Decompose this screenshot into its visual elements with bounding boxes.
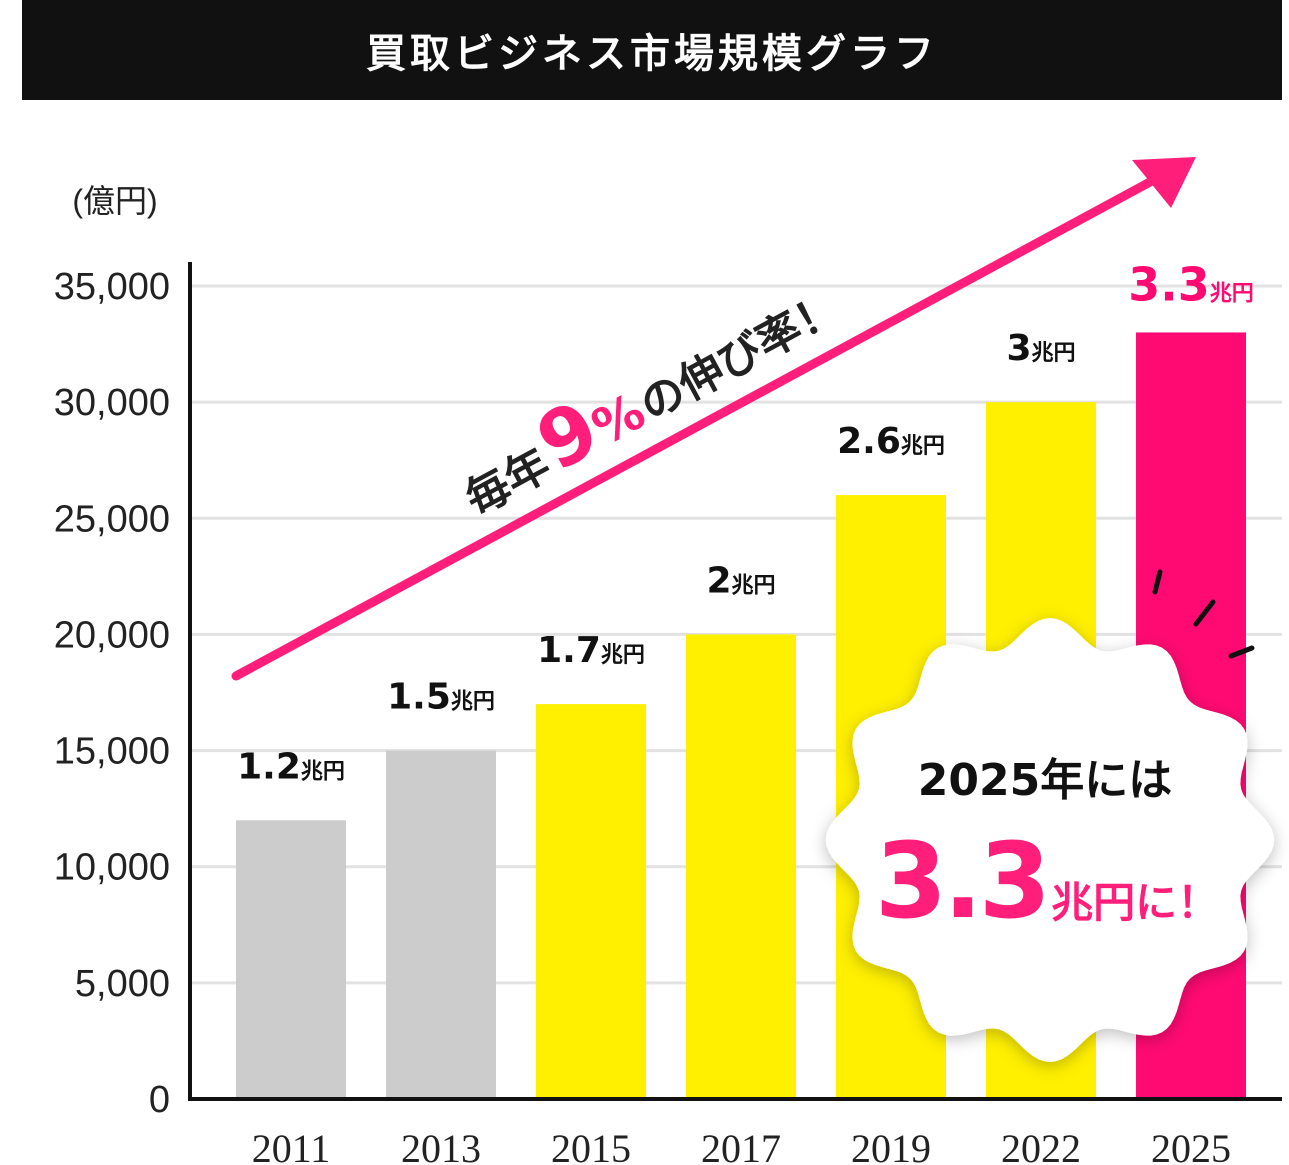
y-tick-label: 25,000 (54, 498, 170, 540)
trend-suffix: の伸び率！ (631, 282, 849, 431)
y-tick-label: 15,000 (54, 731, 170, 773)
bar (686, 634, 796, 1099)
value-label-unit: 兆円 (451, 690, 495, 715)
value-label-unit: 兆円 (301, 759, 345, 784)
value-label-unit: 兆円 (1210, 281, 1254, 306)
y-tick-label: 35,000 (54, 266, 170, 308)
y-tick-label: 5,000 (75, 963, 170, 1005)
trend-arrow-line (231, 177, 1155, 681)
value-label-unit: 兆円 (732, 573, 776, 598)
chart-title: 買取ビジネス市場規模グラフ (366, 30, 938, 77)
trend-arrow-head (1132, 157, 1196, 208)
sparkle-line (1193, 599, 1216, 627)
y-tick-label: 20,000 (54, 614, 170, 656)
value-label-number: 3.3 (1128, 257, 1210, 311)
value-label-number: 1.5 (387, 677, 451, 718)
value-label-unit: 兆円 (601, 643, 645, 668)
x-tick-label: 2011 (252, 1126, 331, 1165)
value-label-number: 2.6 (837, 421, 901, 462)
value-label: 2兆円 (706, 560, 775, 601)
value-label-number: 1.2 (237, 746, 301, 787)
x-tick-label: 2013 (401, 1126, 481, 1165)
y-tick-labels: 0 5,000 10,000 15,000 20,000 25,000 30,000 35,0… (54, 266, 170, 1121)
value-label: 3.3兆円 (1128, 257, 1254, 311)
x-tick-label: 2017 (701, 1126, 781, 1165)
badge-line1: 2025年には (918, 755, 1172, 806)
bar (386, 750, 496, 1099)
badge-unit: 兆円に！ (1051, 878, 1219, 927)
badge-amount: 3.3兆円に！ (875, 820, 1219, 942)
x-tick-label: 2015 (551, 1126, 631, 1165)
trend-caption: 毎年9%の伸び率！ (442, 255, 853, 533)
sparkle-line (1152, 569, 1163, 595)
y-unit-label: (億円) (72, 183, 157, 219)
trend-text: 毎年9%の伸び率！ (442, 255, 853, 533)
sparkle-lines (1152, 569, 1255, 659)
value-label-unit: 兆円 (901, 434, 945, 459)
bar (536, 704, 646, 1099)
y-tick-label: 0 (149, 1079, 170, 1121)
y-tick-label: 30,000 (54, 382, 170, 424)
value-label: 1.2兆円 (237, 746, 345, 787)
value-label: 1.5兆円 (387, 677, 495, 718)
x-tick-labels: 2011 2013 2015 2017 2019 2022 2025 (252, 1126, 1231, 1165)
x-tick-label: 2019 (851, 1126, 931, 1165)
badge-shape (825, 618, 1275, 1062)
x-tick-label: 2025 (1151, 1126, 1231, 1165)
bar (236, 820, 346, 1099)
value-label-unit: 兆円 (1032, 341, 1076, 366)
title-bar: 買取ビジネス市場規模グラフ (22, 0, 1282, 100)
value-label: 1.7兆円 (537, 630, 645, 671)
value-label-number: 1.7 (537, 630, 601, 671)
y-tick-label: 10,000 (54, 847, 170, 889)
value-label: 2.6兆円 (837, 421, 945, 462)
axes (188, 262, 1282, 1101)
trend-arrow (231, 157, 1196, 681)
x-tick-label: 2022 (1001, 1126, 1081, 1165)
badge-big-number: 3.3 (875, 820, 1047, 942)
value-label-number: 3 (1006, 328, 1031, 369)
value-label-number: 2 (706, 560, 731, 601)
value-label: 3兆円 (1006, 328, 1075, 369)
sparkle-line (1228, 645, 1255, 659)
